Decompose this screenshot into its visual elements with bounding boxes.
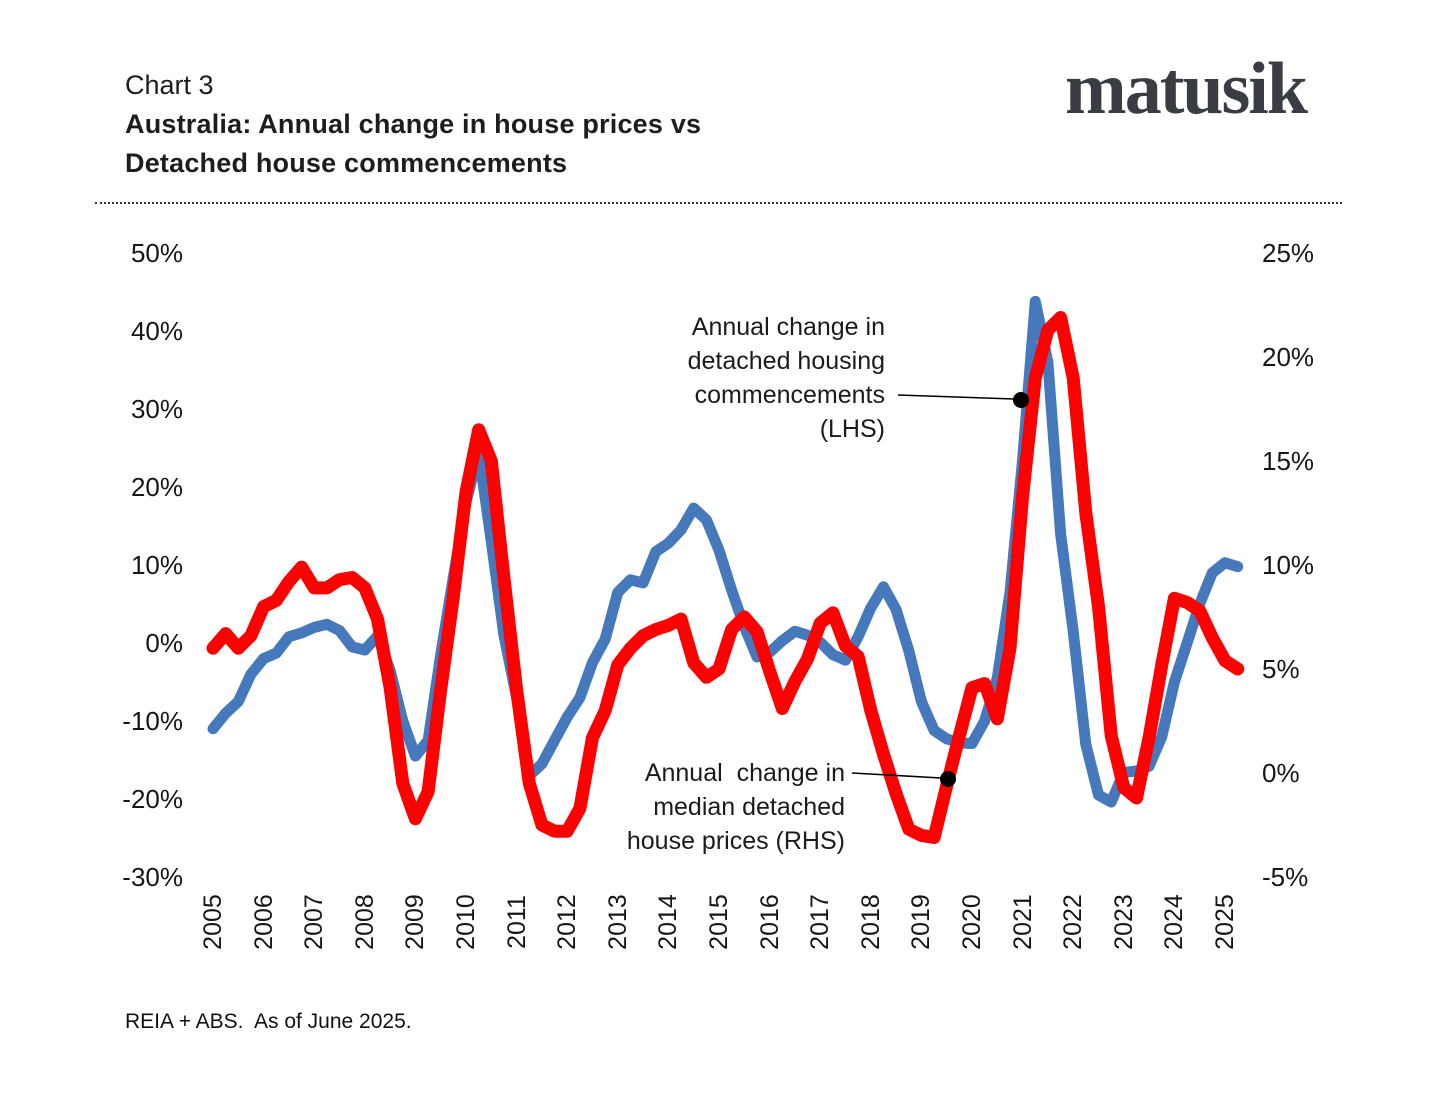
lhs-callout-line bbox=[897, 394, 1015, 400]
chart-title-line-2: Detached house commencements bbox=[125, 148, 568, 178]
x-axis-tick: 2016 bbox=[755, 894, 784, 950]
x-axis-tick: 2025 bbox=[1211, 894, 1239, 950]
x-axis-tick: 2024 bbox=[1160, 894, 1189, 950]
right-axis-tick: 10% bbox=[1262, 550, 1315, 580]
x-axis-tick: 2005 bbox=[199, 894, 227, 950]
annotation-lhs-line: detached housing bbox=[687, 347, 885, 375]
lhs-callout-dot bbox=[1013, 392, 1029, 408]
annotation-rhs-line: house prices (RHS) bbox=[626, 827, 845, 855]
left-axis-tick: 20% bbox=[130, 472, 183, 502]
x-axis-tick: 2009 bbox=[401, 894, 430, 950]
header: Chart 3 Australia: Annual change in hous… bbox=[125, 66, 701, 183]
annotation-rhs-line: median detached bbox=[653, 793, 845, 821]
chart-number-label: Chart 3 bbox=[125, 70, 214, 100]
x-axis-tick: 2013 bbox=[603, 894, 632, 950]
annotation-lhs: Annual change in detached housing commen… bbox=[545, 310, 885, 446]
series-prices-line bbox=[206, 311, 1245, 844]
rhs-callout-line bbox=[851, 772, 942, 779]
x-axis-tick: 2010 bbox=[452, 894, 480, 950]
x-axis-tick: 2019 bbox=[907, 894, 936, 950]
matusik-logo: matusik bbox=[1065, 48, 1308, 130]
annotation-lhs-line: (LHS) bbox=[819, 415, 885, 443]
x-axis-tick: 2015 bbox=[705, 894, 733, 950]
x-axis-tick: 2020 bbox=[958, 894, 986, 950]
annotation-rhs-line: Annual change in bbox=[644, 759, 845, 787]
right-axis-tick: 25% bbox=[1262, 238, 1315, 268]
x-axis-tick: 2023 bbox=[1109, 894, 1138, 950]
left-axis-tick: 10% bbox=[130, 550, 183, 580]
annotation-rhs: Annual change in median detached house p… bbox=[505, 756, 845, 858]
x-axis-tick: 2014 bbox=[654, 894, 683, 950]
dotted-divider bbox=[95, 202, 1342, 204]
left-axis-tick: 50% bbox=[130, 238, 183, 268]
right-axis-tick: -5% bbox=[1262, 862, 1309, 892]
right-axis-tick: 15% bbox=[1262, 446, 1315, 476]
right-axis-tick: 5% bbox=[1262, 654, 1300, 684]
chart-title-line-1: Australia: Annual change in house prices… bbox=[125, 109, 702, 139]
x-axis-tick: 2022 bbox=[1059, 894, 1088, 950]
x-axis-tick: 2008 bbox=[350, 894, 379, 950]
annotation-lhs-line: commencements bbox=[694, 381, 885, 409]
rhs-callout-dot bbox=[940, 771, 956, 787]
left-axis-tick: 30% bbox=[130, 394, 183, 424]
left-axis-tick: -30% bbox=[122, 862, 183, 892]
right-axis-tick: 0% bbox=[1262, 758, 1300, 788]
x-axis-tick: 2006 bbox=[249, 894, 278, 950]
x-axis-tick: 2012 bbox=[553, 894, 582, 950]
annotation-lhs-line: Annual change in bbox=[691, 313, 885, 341]
left-axis-tick: 40% bbox=[130, 316, 183, 346]
left-axis-tick: -20% bbox=[122, 784, 183, 814]
source-note: REIA + ABS. As of June 2025. bbox=[125, 1010, 412, 1033]
x-axis-tick: 2021 bbox=[1008, 894, 1037, 950]
x-axis-tick: 2007 bbox=[300, 894, 329, 950]
right-axis-tick: 20% bbox=[1262, 342, 1315, 372]
x-axis-tick: 2017 bbox=[806, 894, 835, 950]
left-axis-tick: 0% bbox=[145, 628, 183, 658]
left-axis-tick: -10% bbox=[122, 706, 183, 736]
x-axis-tick: 2011 bbox=[502, 895, 531, 949]
x-axis-tick: 2018 bbox=[856, 894, 885, 950]
